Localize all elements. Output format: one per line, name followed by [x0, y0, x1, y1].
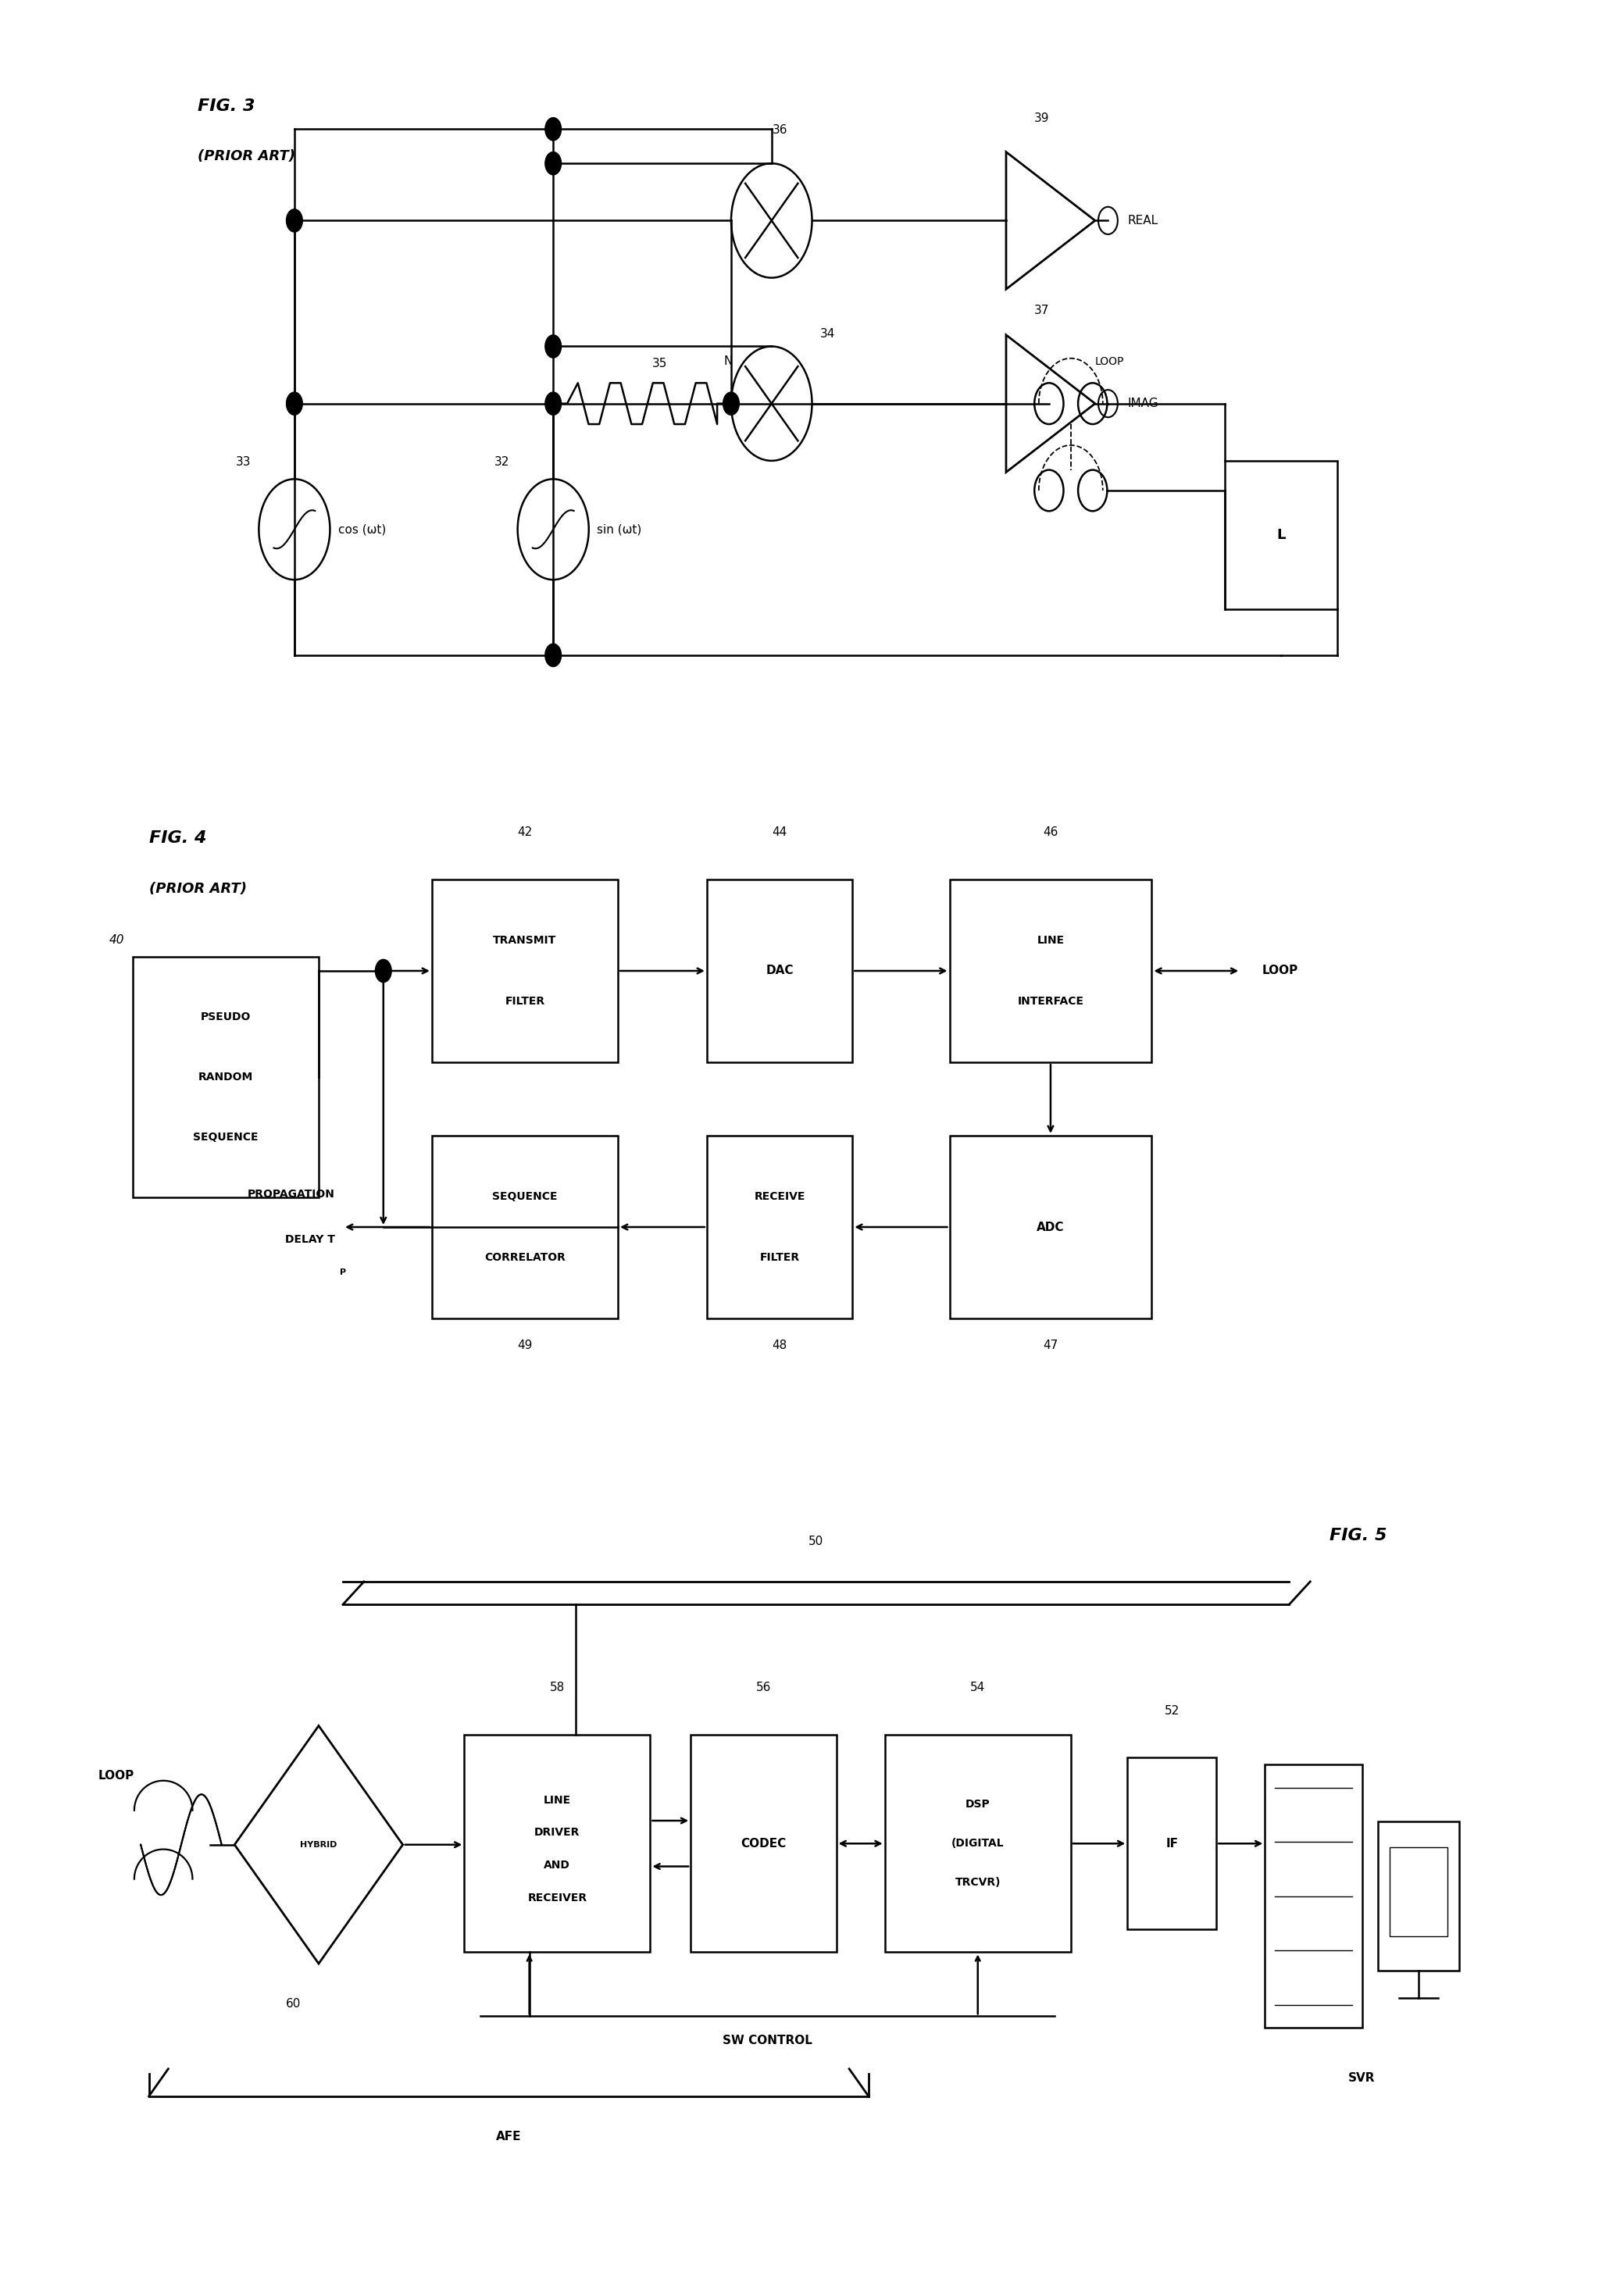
Bar — [1127, 1757, 1216, 1929]
Text: 42: 42 — [518, 826, 533, 837]
Circle shape — [286, 392, 302, 415]
Text: TRANSMIT: TRANSMIT — [494, 936, 557, 945]
Text: SEQUENCE: SEQUENCE — [193, 1131, 258, 1142]
Circle shape — [546, 117, 562, 140]
Text: FIG. 5: FIG. 5 — [1330, 1528, 1387, 1544]
Bar — [1265, 1764, 1363, 2028]
Bar — [133, 957, 318, 1197]
Text: AND: AND — [544, 1860, 570, 1870]
Text: 33: 33 — [235, 457, 250, 468]
Circle shape — [546, 392, 562, 415]
Text: IMAG: IMAG — [1127, 397, 1158, 408]
Text: 52: 52 — [1164, 1704, 1179, 1716]
Text: 50: 50 — [809, 1535, 823, 1548]
Text: DRIVER: DRIVER — [534, 1828, 580, 1837]
Bar — [706, 1136, 853, 1319]
Text: FIG. 4: FIG. 4 — [149, 830, 206, 846]
Bar — [885, 1734, 1070, 1952]
Text: DAC: DAC — [767, 966, 794, 977]
Bar — [1224, 461, 1338, 610]
Text: 58: 58 — [551, 1682, 565, 1693]
Text: 48: 48 — [771, 1340, 788, 1351]
Text: LINE: LINE — [1036, 936, 1064, 945]
Circle shape — [546, 645, 562, 668]
Circle shape — [286, 209, 302, 232]
Bar — [432, 1136, 617, 1319]
Circle shape — [723, 392, 739, 415]
Text: sin (ωt): sin (ωt) — [598, 523, 641, 535]
Text: RECEIVE: RECEIVE — [754, 1191, 806, 1202]
Circle shape — [546, 151, 562, 174]
Text: 35: 35 — [653, 358, 667, 369]
Circle shape — [375, 959, 391, 982]
Text: 40: 40 — [109, 934, 125, 945]
Text: CORRELATOR: CORRELATOR — [484, 1253, 565, 1264]
Text: AFE: AFE — [495, 2131, 521, 2143]
Text: L: L — [1276, 528, 1286, 541]
Text: HYBRID: HYBRID — [300, 1840, 338, 1849]
Bar — [706, 879, 853, 1062]
Bar — [432, 879, 617, 1062]
Text: PROPAGATION: PROPAGATION — [247, 1188, 335, 1200]
Bar — [690, 1734, 836, 1952]
Text: RECEIVER: RECEIVER — [528, 1893, 586, 1904]
Text: 37: 37 — [1034, 305, 1049, 317]
Text: P: P — [339, 1269, 346, 1275]
Text: 36: 36 — [771, 124, 788, 135]
Bar — [1379, 1821, 1458, 1971]
Circle shape — [546, 335, 562, 358]
Text: SW CONTROL: SW CONTROL — [723, 2035, 812, 2046]
Text: 56: 56 — [755, 1682, 771, 1693]
Text: INTERFACE: INTERFACE — [1017, 996, 1083, 1007]
Text: FIG. 3: FIG. 3 — [198, 99, 255, 115]
Text: LOOP: LOOP — [1262, 966, 1298, 977]
Text: IF: IF — [1166, 1837, 1177, 1849]
Text: FILTER: FILTER — [505, 996, 546, 1007]
Text: (PRIOR ART): (PRIOR ART) — [149, 881, 247, 895]
Text: LINE: LINE — [544, 1794, 572, 1805]
Text: 44: 44 — [771, 826, 788, 837]
Text: SEQUENCE: SEQUENCE — [492, 1191, 557, 1202]
Text: TRCVR): TRCVR) — [955, 1876, 1000, 1888]
Text: 54: 54 — [970, 1682, 986, 1693]
Text: N: N — [723, 356, 732, 367]
Text: DSP: DSP — [965, 1798, 991, 1810]
Text: SVR: SVR — [1348, 2071, 1376, 2083]
Text: 34: 34 — [820, 328, 835, 340]
Bar — [1390, 1847, 1447, 1936]
Bar — [464, 1734, 650, 1952]
Bar — [950, 879, 1151, 1062]
Text: 47: 47 — [1043, 1340, 1059, 1351]
Text: cos (ωt): cos (ωt) — [338, 523, 387, 535]
Text: FILTER: FILTER — [760, 1253, 799, 1264]
Text: ADC: ADC — [1036, 1220, 1064, 1232]
Text: 49: 49 — [518, 1340, 533, 1351]
Text: RANDOM: RANDOM — [198, 1071, 253, 1083]
Text: 39: 39 — [1034, 112, 1049, 124]
Text: 46: 46 — [1043, 826, 1059, 837]
Text: 60: 60 — [286, 1998, 300, 2010]
Text: REAL: REAL — [1127, 216, 1158, 227]
Text: CODEC: CODEC — [741, 1837, 786, 1849]
Bar — [950, 1136, 1151, 1319]
Text: (DIGITAL: (DIGITAL — [952, 1837, 1004, 1849]
Text: LOOP: LOOP — [1095, 356, 1124, 367]
Text: LOOP: LOOP — [99, 1771, 135, 1782]
Text: 32: 32 — [494, 457, 510, 468]
Text: PSEUDO: PSEUDO — [200, 1012, 250, 1023]
Text: (PRIOR ART): (PRIOR ART) — [198, 149, 296, 163]
Text: DELAY T: DELAY T — [284, 1234, 335, 1246]
